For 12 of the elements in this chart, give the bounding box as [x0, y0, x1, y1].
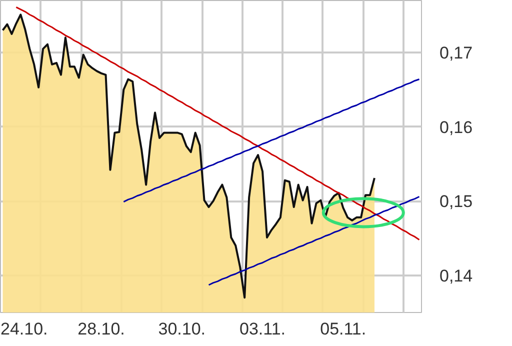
line-series: [15, 6, 420, 240]
y-tick-label: 0,16: [440, 118, 473, 137]
y-tick-label: 0,14: [440, 266, 473, 286]
x-tick-label: 03.11.: [240, 320, 286, 338]
x-tick-label: 28.10.: [78, 320, 125, 338]
x-tick-label: 30.10.: [158, 320, 206, 338]
x-tick-label: 24.10.: [0, 320, 48, 338]
y-tick-label: 0,17: [440, 44, 473, 62]
line-series: [208, 196, 420, 286]
x-tick-label: 05.11.: [320, 320, 366, 338]
y-tick-label: 0,15: [440, 192, 473, 212]
line-series: [122, 78, 420, 203]
